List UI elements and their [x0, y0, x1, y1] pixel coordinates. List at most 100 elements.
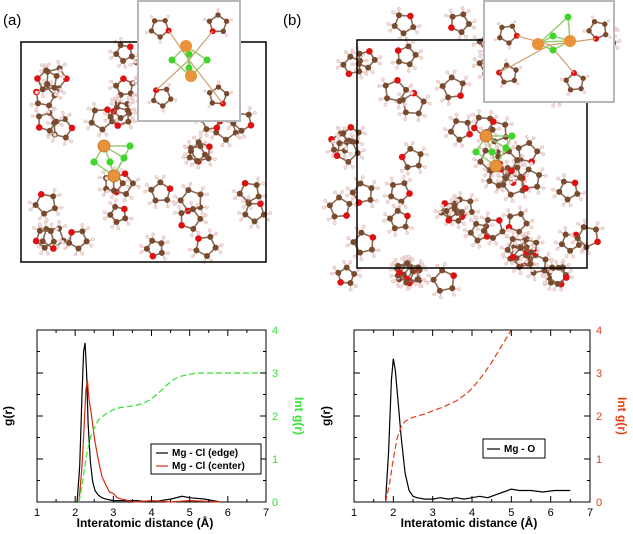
hydrogen-atom: [453, 142, 458, 147]
hydrogen-atom: [569, 233, 574, 238]
y2-tick-label: 0: [596, 497, 602, 509]
hydrogen-atom: [561, 202, 566, 207]
carbon-atom: [88, 119, 95, 126]
hydrogen-atom: [440, 98, 445, 103]
hydrogen-atom: [476, 138, 481, 143]
carbon-atom: [574, 190, 581, 197]
hydrogen-atom: [177, 205, 181, 209]
chlorine-atom: [203, 56, 211, 64]
carbon-atom: [117, 114, 124, 121]
hydrogen-atom: [450, 222, 455, 227]
hydrogen-atom: [43, 63, 48, 68]
carbon-atom: [36, 227, 43, 234]
hydrogen-atom: [191, 254, 195, 258]
carbon-atom: [255, 193, 262, 200]
hydrogen-atom: [420, 262, 425, 267]
carbon-atom: [177, 197, 184, 204]
carbon-atom: [514, 164, 521, 171]
oxygen-atom: [406, 190, 413, 197]
hydrogen-atom: [55, 226, 59, 231]
carbon-atom: [51, 84, 58, 91]
chlorine-atom: [564, 13, 572, 21]
carbon-atom: [458, 208, 465, 215]
hydrogen-atom: [136, 184, 141, 189]
carbon-atom: [460, 11, 467, 18]
hydrogen-atom: [405, 231, 410, 235]
hydrogen-atom: [130, 116, 135, 121]
hydrogen-atom: [494, 241, 499, 246]
hydrogen-atom: [57, 219, 62, 224]
hydrogen-atom: [477, 49, 482, 54]
hydrogen-atom: [196, 202, 200, 207]
hydrogen-atom: [346, 236, 351, 240]
hydrogen-atom: [58, 96, 63, 100]
hydrogen-atom: [432, 292, 437, 297]
hydrogen-atom: [86, 126, 90, 131]
hydrogen-atom: [332, 221, 337, 226]
hydrogen-atom: [473, 164, 478, 169]
carbon-atom: [110, 187, 117, 194]
hydrogen-atom: [530, 218, 535, 223]
hydrogen-atom: [417, 24, 422, 28]
hydrogen-atom: [97, 175, 102, 180]
carbon-atom: [326, 202, 333, 209]
hydrogen-atom: [520, 239, 525, 244]
carbon-atom: [499, 228, 506, 235]
carbon-atom: [51, 205, 58, 212]
hydrogen-atom: [62, 142, 67, 146]
legend-label-center: Mg - Cl (center): [172, 461, 245, 472]
magnesium-atom: [479, 129, 493, 143]
hydrogen-atom: [563, 226, 568, 230]
hydrogen-atom: [496, 173, 501, 177]
hydrogen-atom: [117, 63, 121, 68]
carbon-atom: [536, 171, 543, 178]
oxygen-atom: [195, 235, 202, 242]
carbon-atom: [394, 207, 401, 214]
hydrogen-atom: [102, 210, 107, 215]
chart-b: 1 2 3 4 5 6 7 0 1 2 3 4 Interatomic distance (Å) g…: [319, 325, 629, 530]
hydrogen-atom: [61, 75, 66, 79]
carbon-atom: [336, 140, 343, 147]
hydrogen-atom: [342, 126, 347, 131]
hydrogen-atom: [504, 159, 509, 164]
carbon-atom: [415, 162, 422, 169]
carbon-atom: [382, 82, 389, 89]
carbon-atom: [122, 215, 129, 222]
oxygen-atom: [114, 122, 122, 129]
hydrogen-atom: [400, 256, 404, 261]
y2-tick-label: 3: [272, 368, 278, 380]
carbon-atom: [554, 280, 561, 287]
hydrogen-atom: [456, 225, 461, 230]
hydrogen-atom: [444, 134, 449, 138]
hydrogen-atom: [101, 193, 106, 197]
carbon-atom: [455, 217, 462, 224]
hydrogen-atom: [438, 209, 442, 214]
hydrogen-atom: [129, 125, 134, 130]
hydrogen-atom: [444, 222, 448, 226]
x-tick-label: 5: [508, 507, 514, 519]
hydrogen-atom: [37, 216, 42, 221]
hydrogen-atom: [521, 161, 526, 165]
hydrogen-atom: [495, 179, 500, 184]
hydrogen-atom: [518, 205, 522, 210]
magnesium-atom: [107, 169, 121, 183]
hydrogen-atom: [344, 146, 349, 151]
carbon-atom: [347, 280, 354, 287]
hydrogen-atom: [403, 117, 408, 121]
carbon-atom: [46, 102, 53, 109]
hydrogen-atom: [58, 68, 63, 73]
panel-label-a: (a): [3, 12, 21, 29]
hydrogen-atom: [321, 205, 326, 210]
hydrogen-atom: [530, 268, 535, 273]
oxygen-atom: [522, 185, 529, 192]
oxygen-atom: [366, 47, 373, 55]
hydrogen-atom: [52, 106, 57, 111]
chart-b-xlabel: Interatomic distance (Å): [401, 515, 538, 530]
hydrogen-atom: [46, 251, 50, 256]
hydrogen-atom: [544, 274, 549, 279]
hydrogen-atom: [557, 103, 562, 107]
carbon-atom: [32, 202, 39, 209]
hydrogen-atom: [396, 105, 401, 110]
hydrogen-atom: [102, 111, 107, 116]
